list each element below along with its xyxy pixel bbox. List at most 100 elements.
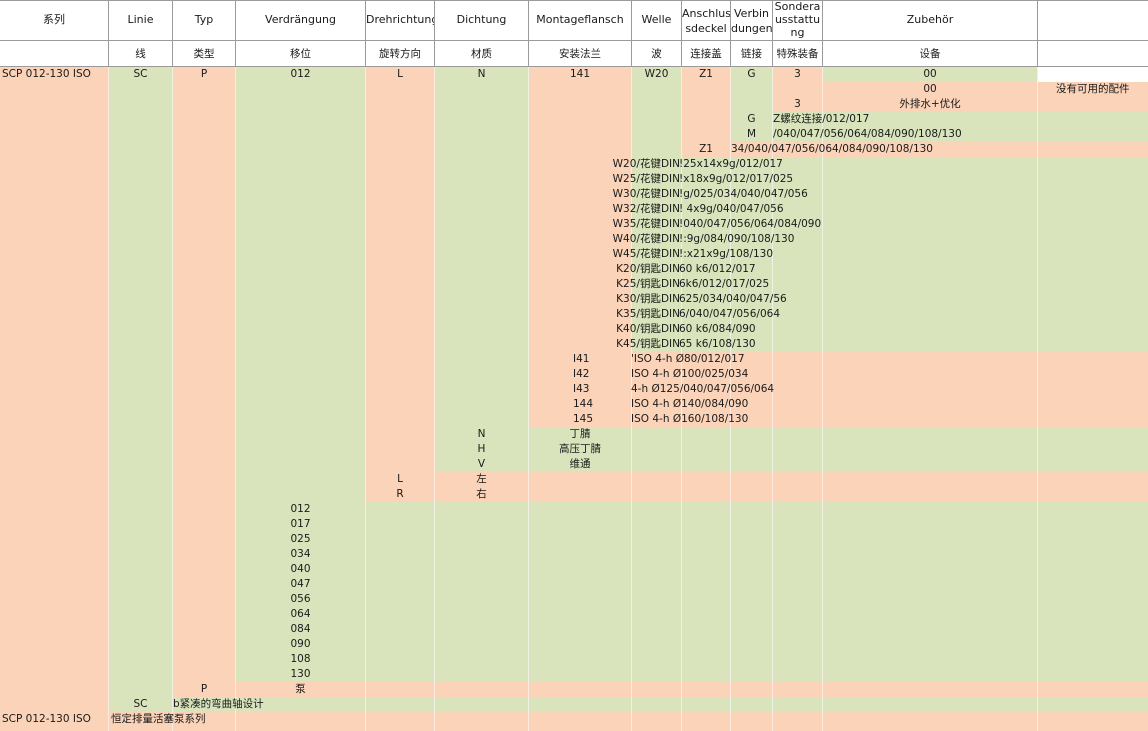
sonder-code[interactable]: 3: [794, 98, 801, 110]
welle-code[interactable]: W25/花键DIN: [612, 173, 680, 185]
cell-zubehoer[interactable]: 00: [923, 68, 937, 80]
welle-code[interactable]: W35/花键DIN: [612, 218, 680, 230]
cell-verdraengung[interactable]: 012: [290, 68, 311, 80]
welle-desc[interactable]: 60 k6/084/090: [679, 323, 756, 335]
dichtung-code[interactable]: V: [477, 458, 486, 470]
welle-desc[interactable]: 65 k6/108/130: [679, 338, 756, 350]
cell-fill: [366, 67, 435, 472]
flansch-code[interactable]: I41: [573, 353, 590, 365]
verdraengung-option[interactable]: 025: [290, 533, 311, 545]
welle-code[interactable]: K30/钥匙DIN: [616, 293, 680, 305]
dreh-code[interactable]: R: [396, 488, 404, 500]
verdraengung-option[interactable]: 056: [290, 593, 311, 605]
cell-dichtung[interactable]: N: [477, 68, 486, 80]
column-divider: [434, 0, 435, 67]
welle-code[interactable]: W40/花键DIN: [612, 233, 680, 245]
cell-verbindungen[interactable]: G: [747, 68, 756, 80]
dichtung-desc[interactable]: 丁腈: [569, 428, 591, 440]
zubehoer-desc[interactable]: 没有可用的配件: [1056, 83, 1130, 95]
verdraengung-option[interactable]: 084: [290, 623, 311, 635]
cell-fill: [173, 67, 236, 682]
welle-code[interactable]: K25/钥匙DIN: [616, 278, 680, 290]
flansch-code[interactable]: I43: [573, 383, 590, 395]
flansch-desc[interactable]: ISO 4-h Ø160/108/130: [631, 413, 749, 425]
welle-desc[interactable]: !:9g/084/090/108/130: [679, 233, 795, 245]
welle-desc[interactable]: 6k6/012/017/025: [679, 278, 770, 290]
dichtung-code[interactable]: N: [477, 428, 486, 440]
cell-welle[interactable]: W20: [644, 68, 669, 80]
verdraengung-option[interactable]: 047: [290, 578, 311, 590]
header-typ: Typ: [194, 13, 214, 26]
typ-desc[interactable]: 泵: [295, 683, 306, 695]
flansch-desc[interactable]: ISO 4-h Ø140/084/090: [631, 398, 749, 410]
welle-desc[interactable]: 60 k6/012/017: [679, 263, 756, 275]
welle-desc[interactable]: !040/047/056/064/084/090: [679, 218, 822, 230]
verdraengung-option[interactable]: 040: [290, 563, 311, 575]
flansch-desc[interactable]: ISO 4-h Ø100/025/034: [631, 368, 749, 380]
welle-code[interactable]: K40/钥匙DIN: [616, 323, 680, 335]
typ-code[interactable]: P: [200, 683, 208, 695]
welle-desc[interactable]: !g/025/034/040/047/056: [679, 188, 808, 200]
dichtung-code[interactable]: H: [477, 443, 486, 455]
cell-anschlussdeckel[interactable]: Z1: [699, 68, 713, 80]
series-desc[interactable]: 恒定排量活塞泵系列: [111, 713, 206, 725]
welle-code[interactable]: K20/钥匙DIN: [616, 263, 680, 275]
column-divider: [108, 0, 109, 67]
verdraengung-option[interactable]: 034: [290, 548, 311, 560]
series-code[interactable]: SCP 012-130 ISO: [2, 713, 91, 725]
verdraengung-option[interactable]: 012: [290, 503, 311, 515]
anschluss-code[interactable]: Z1: [699, 143, 713, 155]
welle-code[interactable]: K45/钥匙DIN: [616, 338, 680, 350]
cell-linie[interactable]: SC: [133, 68, 148, 80]
cell-fill: [236, 67, 366, 502]
welle-desc[interactable]: !25x14x9g/012/017: [679, 158, 783, 170]
verdraengung-option[interactable]: 090: [290, 638, 311, 650]
cell-series[interactable]: SCP 012-130 ISO: [2, 68, 91, 80]
dichtung-desc[interactable]: 维通: [569, 458, 591, 470]
dreh-desc[interactable]: 右: [476, 488, 487, 500]
welle-desc[interactable]: ! 4x9g/040/047/056: [679, 203, 784, 215]
header2-verdraengung: 移位: [290, 48, 311, 60]
welle-code[interactable]: W32/花键DIN: [612, 203, 680, 215]
header-montageflansch: Montageflansch: [536, 13, 624, 26]
cell-divider: [681, 67, 682, 731]
cell-montageflansch[interactable]: 141: [569, 68, 591, 80]
verdraengung-option[interactable]: 108: [290, 653, 311, 665]
flansch-desc[interactable]: 'ISO 4-h Ø80/012/017: [631, 353, 745, 365]
welle-desc[interactable]: !:x21x9g/108/130: [679, 248, 774, 260]
welle-desc[interactable]: 6/040/047/056/064: [679, 308, 780, 320]
dreh-desc[interactable]: 左: [476, 473, 487, 485]
welle-desc[interactable]: 625/034/040/047/56: [679, 293, 787, 305]
verbindung-desc[interactable]: Z螺纹连接/012/017: [773, 113, 870, 125]
dreh-code[interactable]: L: [397, 473, 403, 485]
cell-drehrichtung[interactable]: L: [397, 68, 403, 80]
welle-code[interactable]: W20/花键DIN: [612, 158, 680, 170]
verdraengung-option[interactable]: 064: [290, 608, 311, 620]
zubehoer-code[interactable]: 00: [923, 83, 937, 95]
verbindung-code[interactable]: M: [746, 128, 757, 140]
sonder-desc[interactable]: 外排水+优化: [899, 98, 961, 110]
anschluss-desc[interactable]: 34/040/047/056/064/084/090/108/130: [731, 143, 933, 155]
header-zubehoer: Zubehör: [906, 13, 954, 26]
verbindung-code[interactable]: G: [747, 113, 756, 125]
welle-desc[interactable]: !x18x9g/012/017/025: [679, 173, 794, 185]
linie-desc[interactable]: b紧凑的弯曲轴设计: [173, 698, 264, 710]
cell-fill: [682, 67, 731, 142]
cell-sonderausstattung[interactable]: 3: [794, 68, 801, 80]
column-divider: [365, 0, 366, 67]
flansch-desc[interactable]: 4-h Ø125/040/047/056/064: [631, 383, 775, 395]
flansch-code[interactable]: I42: [573, 368, 590, 380]
verdraengung-option[interactable]: 017: [290, 518, 311, 530]
welle-code[interactable]: K35/钥匙DIN: [616, 308, 680, 320]
welle-code[interactable]: W30/花键DIN: [612, 188, 680, 200]
linie-code[interactable]: SC: [133, 698, 148, 710]
flansch-code[interactable]: 145: [573, 413, 594, 425]
flansch-code[interactable]: 144: [573, 398, 594, 410]
dichtung-desc[interactable]: 高压丁腈: [559, 443, 601, 455]
verbindung-desc[interactable]: /040/047/056/064/084/090/108/130: [773, 128, 962, 140]
cell-typ[interactable]: P: [200, 68, 208, 80]
cell-fill: [435, 427, 1148, 472]
welle-code[interactable]: W45/花键DIN: [612, 248, 680, 260]
verdraengung-option[interactable]: 130: [290, 668, 311, 680]
column-divider: [772, 0, 773, 67]
